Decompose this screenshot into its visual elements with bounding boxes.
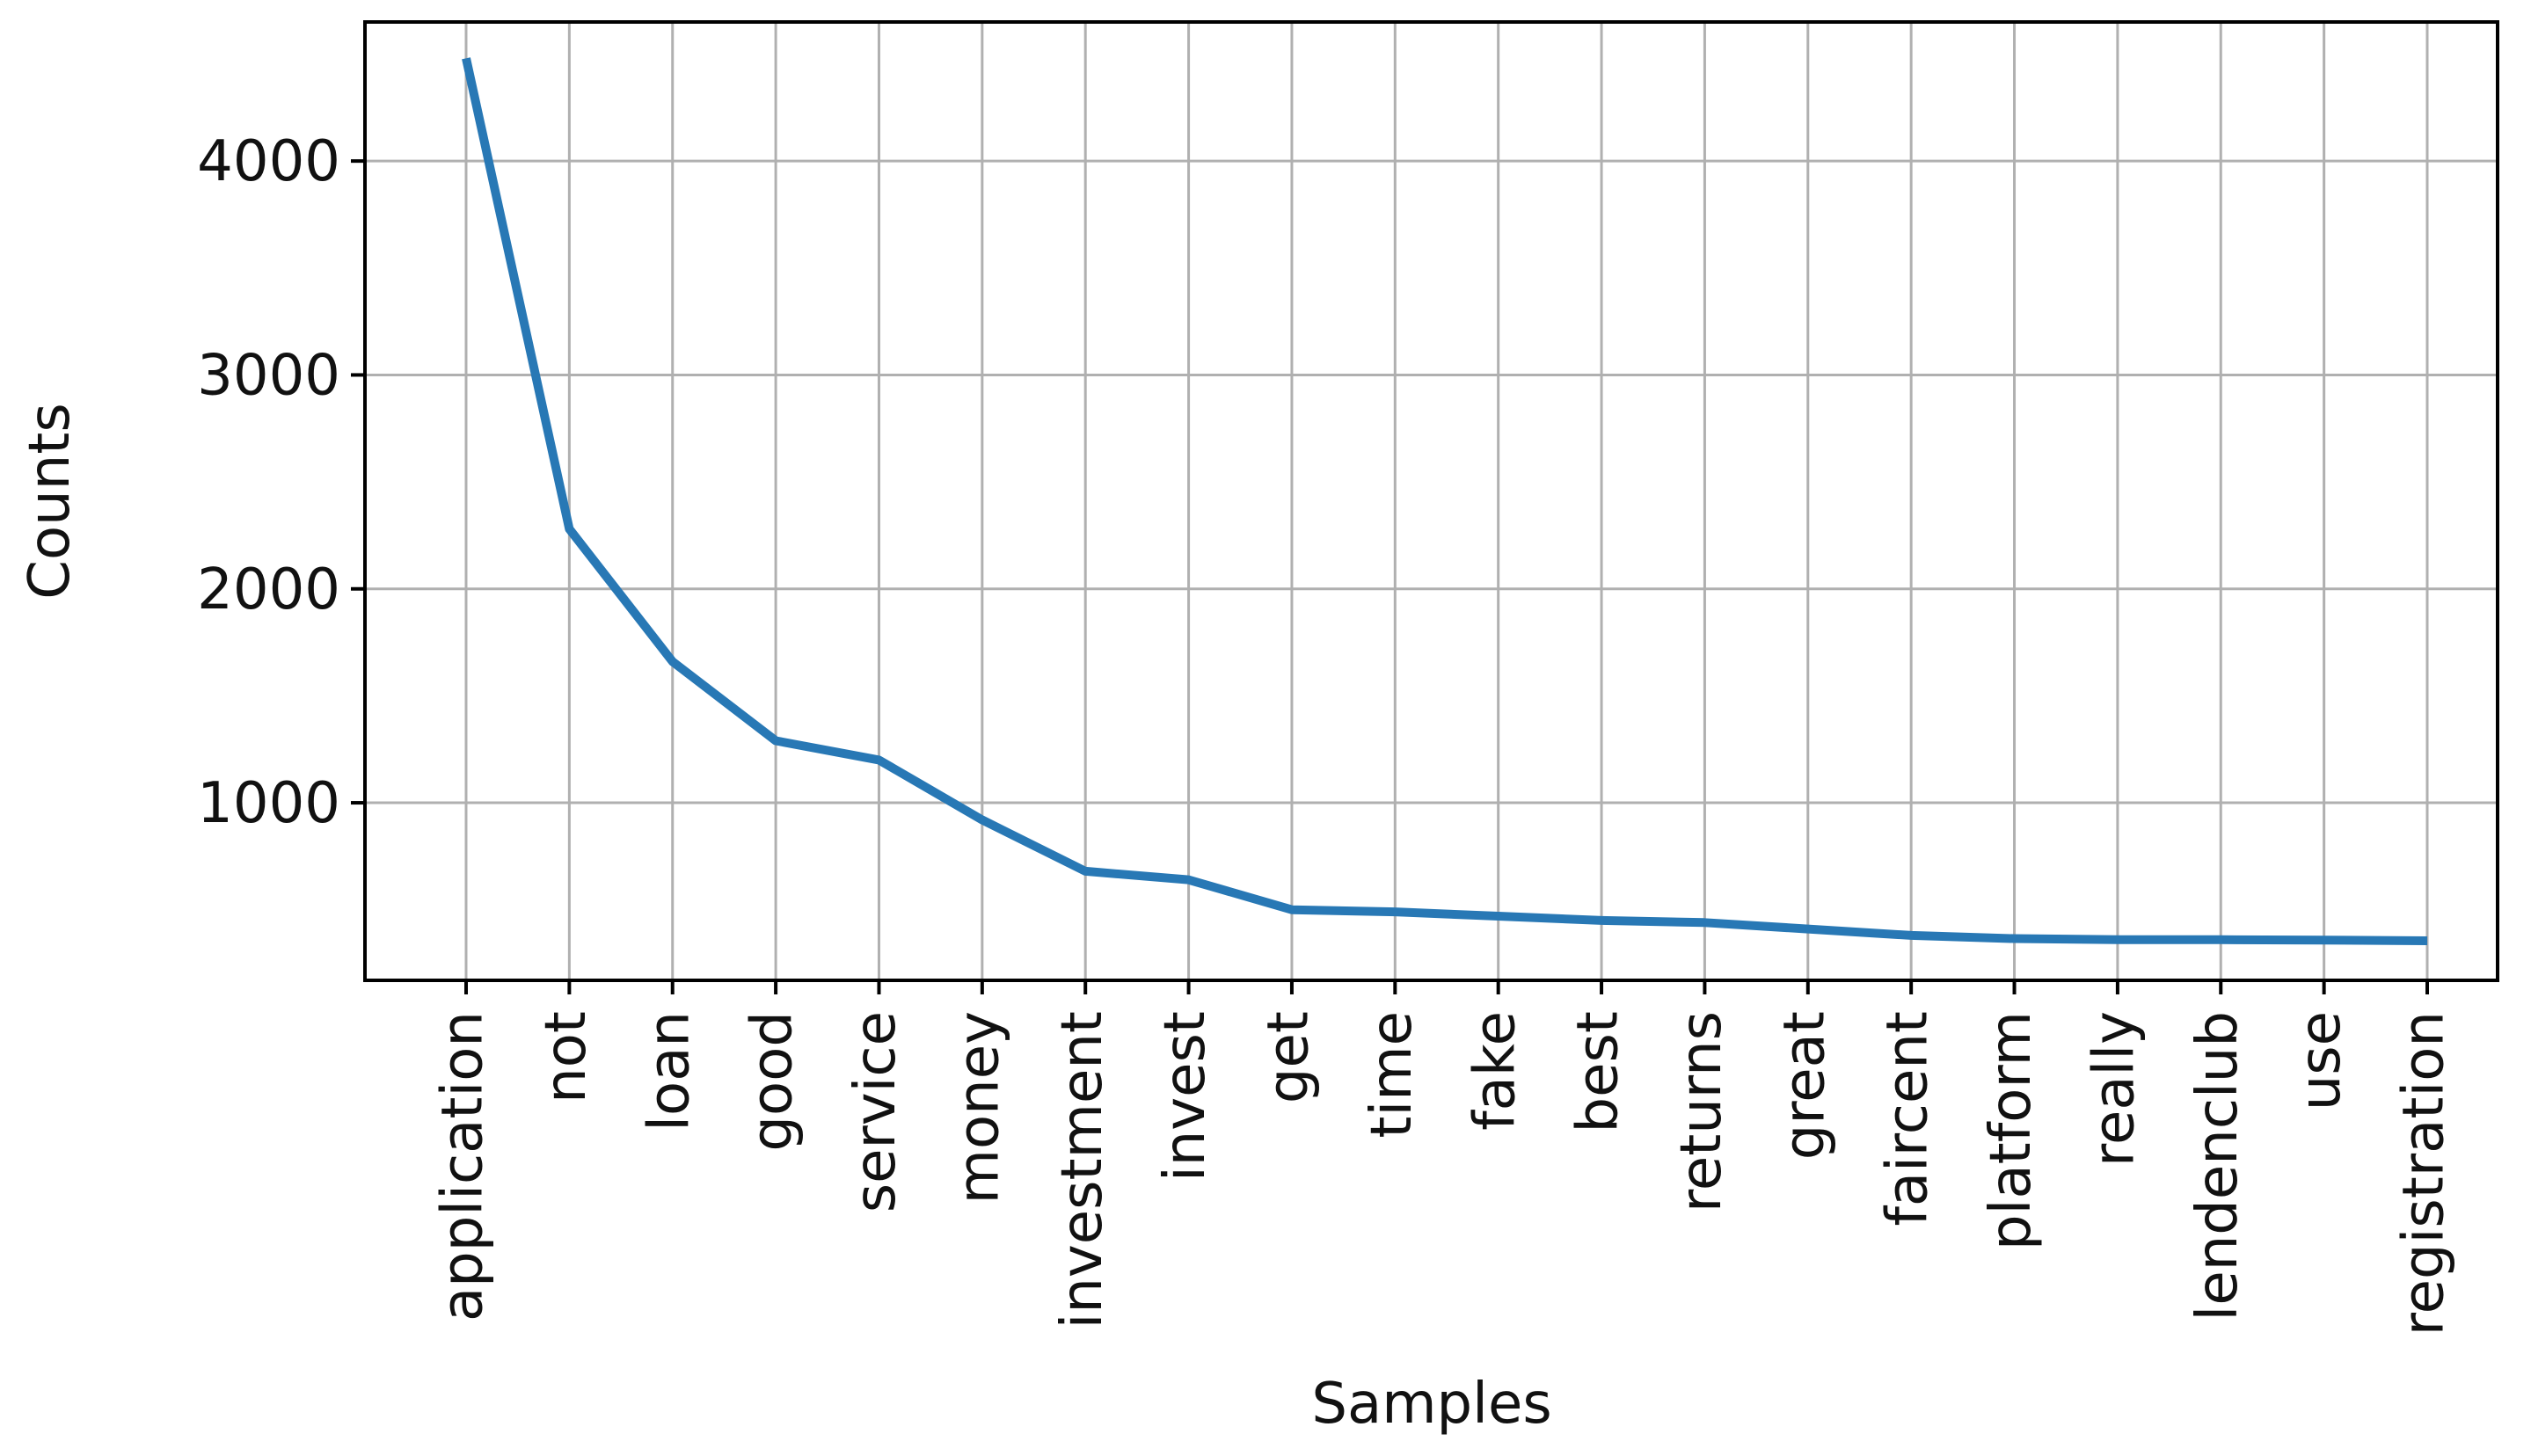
x-axis-label: Samples xyxy=(1311,1372,1551,1437)
tick-marks xyxy=(351,159,2429,994)
x-tick-label: service xyxy=(843,1011,908,1212)
x-tick-label: get xyxy=(1257,1011,1322,1103)
y-tick-label: 2000 xyxy=(197,557,340,622)
x-tick-label: time xyxy=(1360,1011,1425,1139)
plot-frame xyxy=(363,20,2499,982)
x-tick-label: returns xyxy=(1669,1011,1734,1212)
x-tick-label: application xyxy=(431,1011,496,1321)
series-line xyxy=(462,57,2428,945)
y-tick-label: 3000 xyxy=(197,343,340,408)
x-tick-label: use xyxy=(2288,1011,2353,1110)
x-tick-label: registration xyxy=(2392,1011,2457,1336)
x-tick-label: faircent xyxy=(1876,1011,1941,1227)
x-tick-label: really xyxy=(2082,1011,2147,1167)
x-tick-label: good xyxy=(740,1011,806,1152)
x-tick-labels: application not loan good service money invest… xyxy=(431,1011,2457,1336)
x-tick-label: money xyxy=(946,1011,1011,1204)
x-tick-label: not xyxy=(534,1011,599,1103)
series-layer xyxy=(462,57,2428,945)
x-tick-label: loan xyxy=(637,1011,702,1132)
y-tick-label: 4000 xyxy=(197,129,340,194)
x-tick-label: best xyxy=(1566,1011,1631,1132)
y-tick-labels: 1000 2000 3000 4000 xyxy=(197,129,340,836)
x-tick-label: platform xyxy=(1979,1011,2044,1250)
x-tick-label: great xyxy=(1772,1011,1837,1160)
grid-lines xyxy=(365,22,2498,980)
x-tick-label: lendenclub xyxy=(2185,1011,2250,1321)
x-tick-label: invest xyxy=(1153,1011,1218,1182)
x-tick-label: investment xyxy=(1050,1011,1115,1329)
y-tick-label: 1000 xyxy=(197,771,340,836)
x-tick-label: fake xyxy=(1462,1011,1528,1131)
y-axis-label: Counts xyxy=(18,403,83,599)
